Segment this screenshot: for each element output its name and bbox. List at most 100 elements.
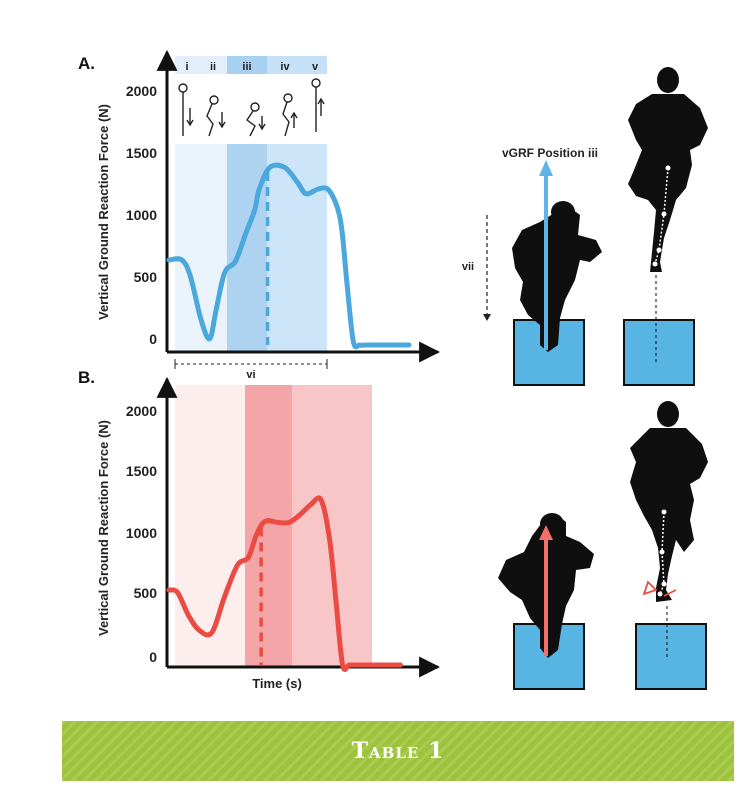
series-b-data-point	[264, 520, 266, 522]
panel-label-a: A.	[78, 54, 95, 73]
series-b-data-point	[224, 595, 226, 597]
chart-a: A. i ii iii iv v	[78, 49, 441, 381]
phase-label-iv: iv	[280, 61, 290, 73]
series-a-data-point	[254, 209, 256, 211]
series-a-data-point	[329, 190, 331, 192]
vgrf-position-label: vGRF Position iii	[502, 146, 598, 160]
series-b-data-point	[399, 664, 401, 666]
y-tick-a-2000: 2000	[126, 83, 157, 99]
athlete-airborne-silhouette-b	[630, 401, 708, 690]
y-tick-a-500: 500	[134, 269, 158, 285]
series-a-data-point	[181, 259, 183, 261]
series-a-data-point	[365, 344, 367, 346]
table-title: Table 1	[351, 738, 445, 764]
x-axis-label-b: Time (s)	[252, 676, 302, 691]
series-a-data-point	[258, 189, 260, 191]
series-a-data-point	[346, 282, 348, 283]
phase-label-i: i	[185, 61, 188, 73]
series-a-data-point	[234, 260, 236, 262]
phase-span-bracket	[174, 359, 328, 369]
y-tick-b-1500: 1500	[126, 463, 157, 479]
phase-label-ii: ii	[210, 61, 216, 73]
series-b-data-point	[277, 522, 279, 523]
series-a-data-point	[284, 167, 286, 168]
jump-phase-stick-figures	[178, 78, 325, 137]
series-a-force-line	[166, 162, 412, 350]
stick-figure-descending-icon	[206, 95, 226, 137]
series-b-data-point	[198, 629, 200, 631]
phase-iv-v-background-b	[292, 385, 372, 667]
series-a-data-point	[352, 340, 354, 342]
series-b-data-point	[299, 514, 301, 516]
y-axis-label-b: Vertical Ground Reaction Force (N)	[96, 420, 111, 636]
series-b-data-point	[320, 499, 322, 501]
series-a-data-point	[200, 319, 202, 321]
y-tick-a-0: 0	[149, 331, 157, 347]
series-b-data-point	[237, 564, 239, 566]
y-tick-a-1000: 1000	[126, 207, 157, 223]
series-a-data-point	[189, 275, 191, 277]
valgus-tick	[663, 589, 677, 597]
series-b-data-point	[354, 664, 356, 666]
y-tick-b-500: 500	[134, 585, 158, 601]
valgus-angle-marker-icon	[642, 580, 658, 596]
series-a-data-point	[269, 167, 271, 168]
athlete-squat-silhouette-a	[512, 201, 602, 386]
series-a-data-point	[245, 232, 247, 233]
series-b-data-point	[177, 592, 179, 593]
box-d	[635, 623, 707, 690]
series-b-data-point	[309, 504, 311, 506]
series-b-data-point	[288, 522, 290, 523]
jump-illustrations: vii vGRF Position iii	[462, 67, 708, 690]
series-a-data-point	[408, 344, 410, 346]
series-a-data-point	[209, 338, 211, 340]
phase-iii-background-b	[245, 385, 292, 667]
descent-arrow-head-icon	[483, 314, 491, 321]
series-b-data-point	[365, 664, 367, 666]
box-b	[623, 319, 695, 386]
series-b-force-line	[166, 495, 403, 673]
series-a-data-point	[339, 219, 341, 221]
series-a-data-point	[168, 259, 170, 261]
series-b-data-point	[335, 602, 337, 603]
series-b-data-point	[348, 664, 350, 666]
panel-label-b: B.	[78, 368, 95, 387]
series-b-data-point	[342, 664, 344, 666]
phase-label-iii: iii	[242, 61, 251, 73]
series-a-data-point	[305, 193, 307, 195]
series-b-data-point	[168, 589, 170, 591]
phase-i-ii-background-b	[175, 385, 245, 667]
vgrf-arrow-head-red-icon	[539, 525, 553, 540]
phase-bar-a	[175, 56, 227, 74]
series-b-data-point	[329, 539, 331, 541]
stick-figure-squat-icon	[246, 102, 266, 137]
y-tick-b-2000: 2000	[126, 403, 157, 419]
series-a-data-point	[382, 344, 384, 346]
vgrf-arrow-head-blue-icon	[539, 160, 553, 176]
stick-figure-standing-icon	[178, 83, 194, 136]
series-a-data-point	[224, 272, 226, 273]
y-tick-a-1500: 1500	[126, 145, 157, 161]
y-tick-b-1000: 1000	[126, 525, 157, 541]
phase-label-v: v	[312, 61, 319, 73]
series-a-data-point	[297, 182, 299, 183]
series-a-data-point	[215, 309, 217, 311]
series-a-data-point	[318, 188, 320, 190]
y-axis-label-a: Vertical Ground Reaction Force (N)	[96, 104, 111, 320]
series-b-data-point	[187, 614, 189, 616]
series-b-data-point	[247, 557, 249, 558]
athlete-airborne-silhouette-a	[623, 67, 708, 386]
chart-b: B. 0 500 1000 1500 2000 Vertical Ground …	[78, 368, 441, 691]
series-a	[166, 162, 412, 350]
phase-bar-c	[267, 56, 327, 74]
stick-figure-rising-icon	[282, 93, 298, 137]
series-b	[166, 495, 403, 673]
series-b-data-point	[256, 533, 258, 535]
label-vii: vii	[462, 261, 474, 273]
y-tick-b-0: 0	[149, 649, 157, 665]
series-b-data-point	[211, 632, 213, 633]
stick-figure-takeoff-icon	[311, 78, 325, 132]
span-label-vi: vi	[246, 369, 255, 381]
